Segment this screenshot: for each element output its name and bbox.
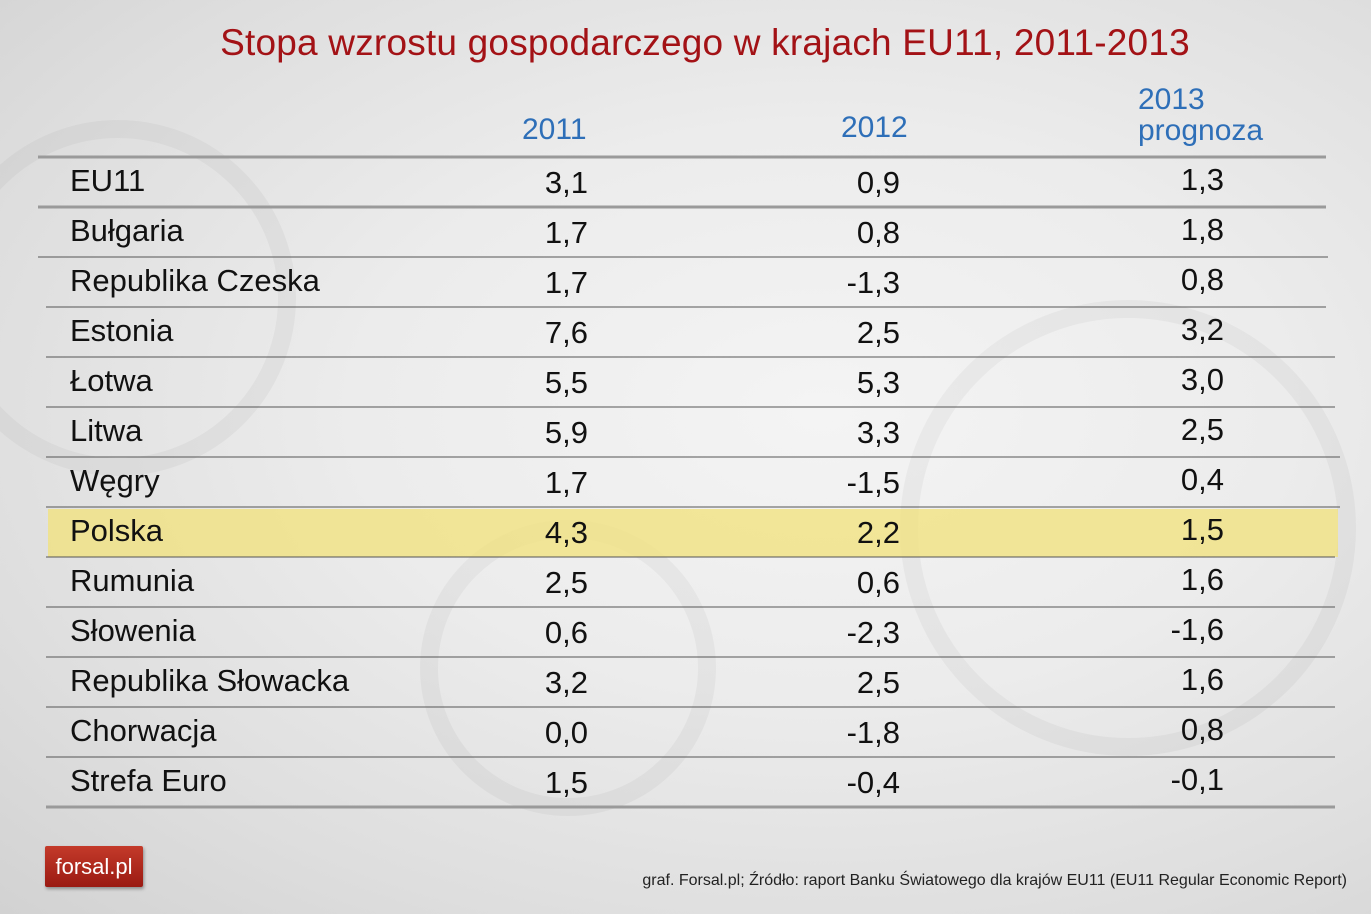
table-cell-value: 1,5 xyxy=(544,765,588,800)
row-label: Łotwa xyxy=(70,363,153,398)
row-label: Estonia xyxy=(70,313,174,348)
table-cell-value: 4,3 xyxy=(544,515,588,550)
column-header-line: 2011 xyxy=(522,113,587,146)
table-cell-value: 0,6 xyxy=(856,565,900,600)
column-header-2013-forecast: 2013 prognoza xyxy=(1138,84,1263,146)
row-label: EU11 xyxy=(70,163,146,198)
row-label: Strefa Euro xyxy=(70,763,227,798)
table-cell-value: 3,3 xyxy=(856,415,900,450)
highlight-row-band xyxy=(48,509,1338,557)
table-cell-value: -1,6 xyxy=(1170,612,1224,647)
table-cell-value: 1,7 xyxy=(544,465,588,500)
table-cell-value: -0,1 xyxy=(1170,762,1224,797)
table-cell-value: 0,8 xyxy=(1180,262,1224,297)
table-cell-value: 3,2 xyxy=(544,665,588,700)
chart-title: Stopa wzrostu gospodarczego w krajach EU… xyxy=(220,22,1190,63)
table-cell-value: 5,5 xyxy=(544,365,588,400)
table-cell-value: 0,0 xyxy=(544,715,588,750)
table-cell-value: -0,4 xyxy=(846,765,900,800)
row-label: Bułgaria xyxy=(70,213,184,248)
row-label: Chorwacja xyxy=(70,713,217,748)
row-label: Litwa xyxy=(70,413,143,448)
table-cell-value: 1,3 xyxy=(1180,162,1224,197)
table-cell-value: -1,8 xyxy=(846,715,900,750)
table-cell-value: 1,6 xyxy=(1180,662,1224,697)
table-cell-value: 1,5 xyxy=(1180,512,1224,547)
table-cell-value: 2,5 xyxy=(856,315,900,350)
row-label: Republika Czeska xyxy=(70,263,320,298)
column-header-line: 2013 xyxy=(1138,83,1205,116)
table-cell-value: 1,7 xyxy=(544,215,588,250)
table-cell-value: -1,3 xyxy=(846,265,900,300)
table-cell-value: 0,9 xyxy=(856,165,900,200)
column-header-2011: 2011 xyxy=(522,114,587,145)
table-cell-value: 5,3 xyxy=(856,365,900,400)
table-cell-value: 1,7 xyxy=(544,265,588,300)
table-cell-value: -1,5 xyxy=(846,465,900,500)
row-label: Rumunia xyxy=(70,563,195,598)
table-cell-value: 2,2 xyxy=(856,515,900,550)
row-label: Węgry xyxy=(70,463,160,498)
table-cell-value: 0,8 xyxy=(1180,712,1224,747)
table-cell-value: 5,9 xyxy=(544,415,588,450)
row-label: Słowenia xyxy=(70,613,196,648)
table-cell-value: 3,0 xyxy=(1180,362,1224,397)
table-cell-value: 0,8 xyxy=(856,215,900,250)
row-label: Republika Słowacka xyxy=(70,663,350,698)
table-cell-value: 2,5 xyxy=(856,665,900,700)
column-header-line: prognoza xyxy=(1138,114,1264,147)
table-cell-value: 0,4 xyxy=(1180,462,1224,497)
forsal-logo[interactable]: forsal.pl xyxy=(45,846,143,887)
source-note: graf. Forsal.pl; Źródło: raport Banku Św… xyxy=(642,872,1347,889)
row-label: Polska xyxy=(70,513,164,548)
column-header-line: 2012 xyxy=(841,111,908,144)
column-header-2012: 2012 xyxy=(841,112,908,143)
table-cell-value: 1,8 xyxy=(1180,212,1224,247)
table-cell-value: 1,6 xyxy=(1180,562,1224,597)
table-cell-value: -2,3 xyxy=(846,615,900,650)
table-cell-value: 7,6 xyxy=(544,315,588,350)
table-cell-value: 2,5 xyxy=(544,565,588,600)
table-cell-value: 0,6 xyxy=(544,615,588,650)
logo-text: forsal.pl xyxy=(55,854,133,879)
table-cell-value: 3,1 xyxy=(544,165,588,200)
table-cell-value: 2,5 xyxy=(1180,412,1224,447)
table-cell-value: 3,2 xyxy=(1180,312,1224,347)
